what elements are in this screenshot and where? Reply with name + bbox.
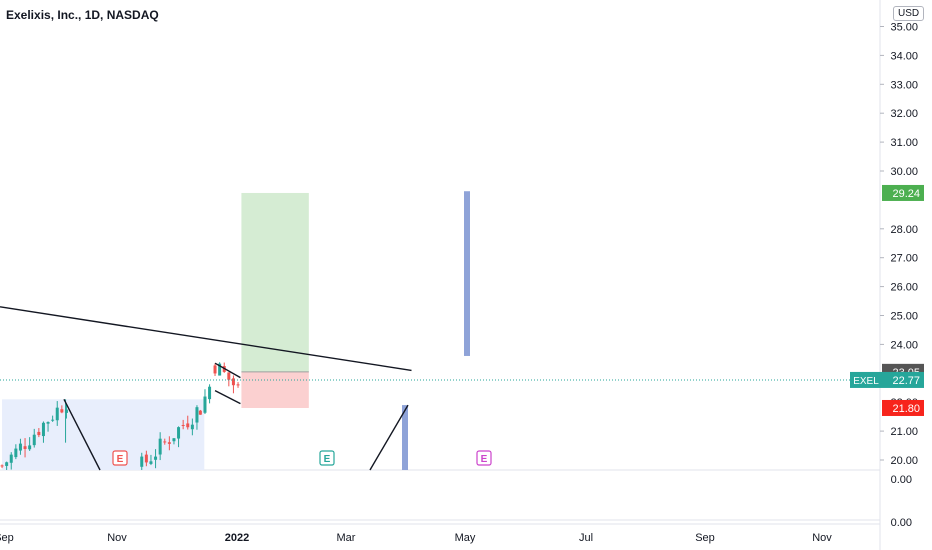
candle-body	[5, 462, 9, 466]
earnings-icon[interactable]: E	[476, 450, 492, 466]
candle-body	[60, 409, 64, 413]
candle-body	[149, 461, 153, 464]
candle-body	[64, 409, 68, 413]
price-tick-label: 34.00	[890, 50, 918, 62]
earnings-label: E	[481, 454, 488, 465]
candle-body	[37, 431, 41, 436]
price-tick-label: 31.00	[890, 137, 918, 149]
time-axis-label: Sep	[695, 532, 715, 544]
candle-body	[198, 410, 202, 415]
candle-body	[46, 422, 50, 424]
candle-body	[190, 424, 194, 430]
candle-body	[186, 423, 190, 428]
earnings-label: E	[324, 454, 331, 465]
pennant-lower-line[interactable]	[214, 390, 241, 405]
target-price-label-bg	[882, 184, 924, 201]
candle-body	[28, 445, 32, 450]
candle-body	[51, 419, 55, 421]
candle-body	[55, 407, 59, 421]
earnings-icon-frame	[319, 450, 335, 466]
price-tick-label: 21.00	[890, 426, 918, 438]
candle-body	[181, 424, 185, 426]
earnings-label: E	[117, 454, 124, 465]
vertical-marker[interactable]	[464, 191, 470, 356]
candle-body	[9, 454, 13, 463]
last-price-label: 22.77	[892, 375, 920, 387]
price-tick-label: 33.00	[890, 79, 918, 91]
earnings-icon[interactable]: E	[112, 450, 128, 466]
currency-button[interactable]: USD	[893, 6, 925, 21]
symbol-label: EXEL	[853, 376, 879, 387]
time-axis-label: 2022	[225, 532, 249, 544]
candle-body	[154, 456, 158, 460]
price-tick-label: 28.00	[890, 224, 918, 236]
candle-body	[14, 448, 18, 458]
target-price-label: 29.24	[892, 188, 920, 200]
candle-body	[23, 446, 27, 449]
candle-body	[144, 454, 148, 463]
indicator-tick-label: 0.00	[891, 517, 912, 529]
candle-body	[172, 438, 176, 442]
price-tick-label: 24.00	[890, 339, 918, 351]
candle-body	[32, 434, 36, 446]
stop-price-label: 21.80	[892, 403, 920, 415]
price-tick-label: 26.00	[890, 282, 918, 294]
candle-body	[177, 427, 181, 439]
time-axis-label: Nov	[812, 532, 832, 544]
time-axis-label: Sep	[0, 532, 14, 544]
time-axis-label: May	[455, 532, 476, 544]
candle-body	[213, 365, 217, 374]
trend-line[interactable]	[0, 306, 412, 372]
chart-title: Exelixis, Inc., 1D, NASDAQ	[6, 8, 159, 22]
candle-body	[41, 422, 45, 437]
earnings-icon[interactable]: E	[319, 450, 335, 466]
candle-body	[203, 396, 207, 413]
last-price-label-bg	[882, 371, 924, 388]
drawn-line[interactable]	[369, 404, 409, 471]
candle-body	[218, 363, 222, 376]
loss-zone[interactable]	[241, 371, 309, 408]
symbol-badge-bg	[850, 371, 882, 388]
pennant-upper-line[interactable]	[214, 362, 241, 379]
candle-body	[140, 456, 144, 467]
candle-body	[167, 442, 171, 444]
time-axis-label: Mar	[337, 532, 356, 544]
price-tick-label: 35.00	[890, 22, 918, 34]
price-tick-label: 20.00	[890, 455, 918, 467]
candle-body	[208, 386, 212, 400]
time-axis-label: Nov	[107, 532, 127, 544]
price-tick-label: 25.00	[890, 311, 918, 323]
candle-body	[236, 384, 240, 386]
consolidation-range-box	[2, 399, 205, 470]
price-tick-label: 27.00	[890, 253, 918, 265]
earnings-icon-frame	[476, 450, 492, 466]
indicator-tick-label: 0.00	[891, 474, 912, 486]
price-tick-label: 30.00	[890, 166, 918, 178]
candle-body	[163, 441, 167, 443]
profit-zone[interactable]	[241, 192, 309, 372]
candle-body	[227, 372, 231, 380]
candles-layer	[0, 362, 240, 470]
drawn-line[interactable]	[63, 398, 101, 471]
price-tick-label: 32.00	[890, 108, 918, 120]
candle-body	[195, 407, 199, 423]
earnings-icon-frame	[112, 450, 128, 466]
candle-body	[18, 443, 22, 451]
vertical-marker[interactable]	[402, 405, 408, 470]
candle-body	[231, 378, 235, 386]
candle-body	[158, 438, 162, 455]
candle-body	[0, 465, 4, 467]
time-axis-label: Jul	[579, 532, 593, 544]
stop-price-label-bg	[882, 399, 924, 416]
